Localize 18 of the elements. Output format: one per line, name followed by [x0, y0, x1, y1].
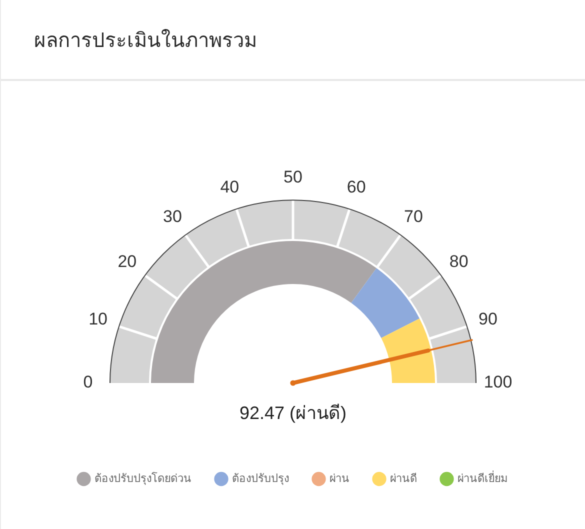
text: 92.47 (ผ่านดี) [239, 402, 347, 423]
text: 30 [163, 206, 182, 226]
text: 0 [83, 372, 93, 392]
text: 20 [118, 252, 137, 272]
text: 100 [484, 372, 512, 392]
text: 50 [284, 168, 302, 187]
chart-title: ผลการประเมินในภาพรวม [34, 28, 257, 54]
text: 70 [404, 206, 423, 226]
legend-label: ต้องปรับปรุงโดยด่วน [94, 471, 192, 486]
text: 80 [449, 252, 468, 272]
legend-label: ผ่านดี [390, 472, 417, 486]
legend-label: ต้องปรับปรุง [232, 473, 289, 486]
text: 10 [88, 309, 108, 328]
legend-label: ผ่าน [329, 473, 350, 486]
text: 40 [220, 178, 240, 197]
text: 60 [346, 178, 366, 197]
text: 90 [478, 309, 498, 328]
legend-label: ผ่านดีเยี่ยม [457, 470, 508, 486]
